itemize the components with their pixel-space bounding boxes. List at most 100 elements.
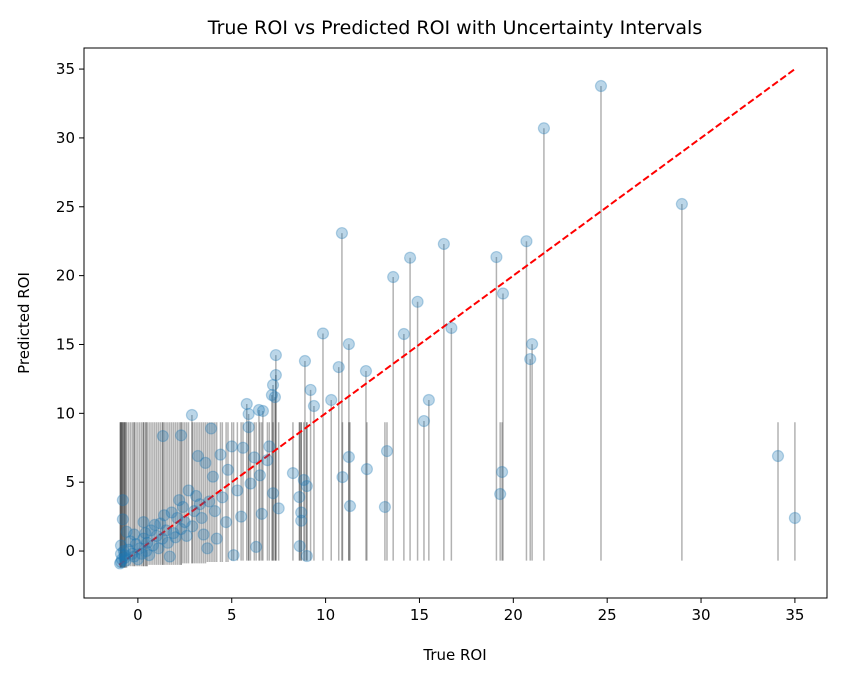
data-point bbox=[525, 337, 539, 351]
y-tick-label: 10 bbox=[56, 404, 75, 422]
data-point bbox=[188, 505, 201, 518]
data-point bbox=[146, 539, 159, 552]
data-point bbox=[182, 484, 195, 497]
data-point bbox=[675, 197, 688, 211]
data-point bbox=[206, 470, 220, 483]
data-point bbox=[128, 528, 141, 541]
data-point bbox=[422, 393, 435, 407]
data-point bbox=[171, 511, 184, 525]
data-point bbox=[263, 440, 276, 453]
y-tick-label: 25 bbox=[56, 198, 75, 216]
data-point bbox=[204, 422, 218, 435]
data-point bbox=[342, 450, 355, 464]
data-point bbox=[117, 544, 130, 558]
data-point bbox=[272, 502, 285, 515]
data-point bbox=[268, 390, 282, 404]
data-point bbox=[295, 506, 308, 519]
data-point bbox=[158, 509, 171, 522]
data-point bbox=[210, 532, 223, 545]
plot-frame bbox=[83, 47, 828, 599]
data-point bbox=[335, 226, 349, 240]
data-point bbox=[137, 532, 150, 545]
data-point bbox=[119, 554, 132, 567]
x-axis: 0 5 10 15 20 25 30 35 bbox=[133, 598, 804, 624]
x-tick-label: 30 bbox=[691, 606, 710, 624]
data-point bbox=[114, 547, 128, 560]
data-point bbox=[185, 408, 199, 422]
data-point bbox=[397, 327, 410, 341]
data-point bbox=[378, 500, 392, 514]
data-point bbox=[114, 539, 128, 552]
interval-layer bbox=[119, 86, 796, 568]
data-point bbox=[174, 429, 188, 442]
data-point bbox=[250, 540, 263, 554]
reference-line-layer bbox=[118, 68, 796, 566]
data-point bbox=[411, 295, 424, 308]
data-point bbox=[242, 407, 255, 421]
data-point bbox=[594, 79, 608, 93]
data-point bbox=[150, 529, 163, 542]
data-point bbox=[265, 388, 279, 402]
data-point bbox=[163, 550, 176, 563]
data-point bbox=[167, 527, 180, 540]
data-point bbox=[244, 477, 257, 490]
data-point bbox=[240, 397, 253, 411]
x-tick-label: 15 bbox=[410, 606, 429, 624]
data-point bbox=[445, 321, 458, 335]
data-point bbox=[148, 518, 161, 531]
data-point bbox=[186, 520, 199, 533]
data-point bbox=[116, 513, 129, 526]
data-point bbox=[417, 414, 431, 428]
data-point bbox=[231, 484, 244, 497]
data-point bbox=[336, 470, 349, 484]
data-point bbox=[193, 498, 206, 511]
y-axis: 0 5 10 15 20 25 30 35 bbox=[56, 60, 84, 560]
data-point bbox=[252, 403, 266, 417]
data-point bbox=[293, 490, 306, 504]
data-point bbox=[180, 529, 193, 542]
data-point bbox=[298, 354, 312, 368]
data-point bbox=[165, 506, 178, 519]
data-point bbox=[225, 440, 238, 453]
y-tick-label: 35 bbox=[56, 60, 75, 78]
data-point bbox=[214, 448, 227, 461]
data-point bbox=[495, 465, 509, 479]
data-point bbox=[771, 449, 785, 463]
y-tick-label: 15 bbox=[56, 335, 75, 353]
data-point bbox=[197, 528, 210, 541]
data-point bbox=[242, 421, 255, 434]
data-point bbox=[236, 441, 250, 454]
data-point bbox=[255, 507, 268, 520]
data-point bbox=[360, 463, 373, 476]
data-point bbox=[266, 378, 280, 392]
y-tick-label: 0 bbox=[65, 542, 75, 560]
data-point bbox=[203, 495, 216, 508]
data-point bbox=[216, 491, 229, 504]
data-point bbox=[293, 539, 306, 553]
data-point bbox=[437, 237, 450, 251]
data-point bbox=[248, 451, 261, 464]
data-point bbox=[120, 525, 133, 538]
data-point bbox=[140, 544, 153, 558]
data-point bbox=[137, 516, 150, 529]
data-point bbox=[176, 500, 190, 514]
x-tick-label: 20 bbox=[504, 606, 523, 624]
data-point bbox=[286, 467, 300, 480]
data-point bbox=[208, 505, 221, 518]
data-point bbox=[269, 348, 282, 362]
data-point bbox=[788, 511, 801, 525]
data-point bbox=[126, 547, 139, 560]
data-point bbox=[189, 489, 203, 503]
data-point bbox=[496, 287, 510, 300]
data-point bbox=[114, 555, 128, 569]
y-axis-label: Predicted ROI bbox=[15, 272, 33, 374]
data-point bbox=[266, 487, 280, 500]
data-point bbox=[269, 368, 282, 382]
data-point bbox=[380, 444, 394, 458]
data-point bbox=[128, 550, 141, 563]
data-point bbox=[161, 536, 175, 549]
data-point bbox=[221, 463, 235, 476]
data-point bbox=[156, 532, 169, 545]
y-tick-label: 30 bbox=[56, 129, 75, 147]
